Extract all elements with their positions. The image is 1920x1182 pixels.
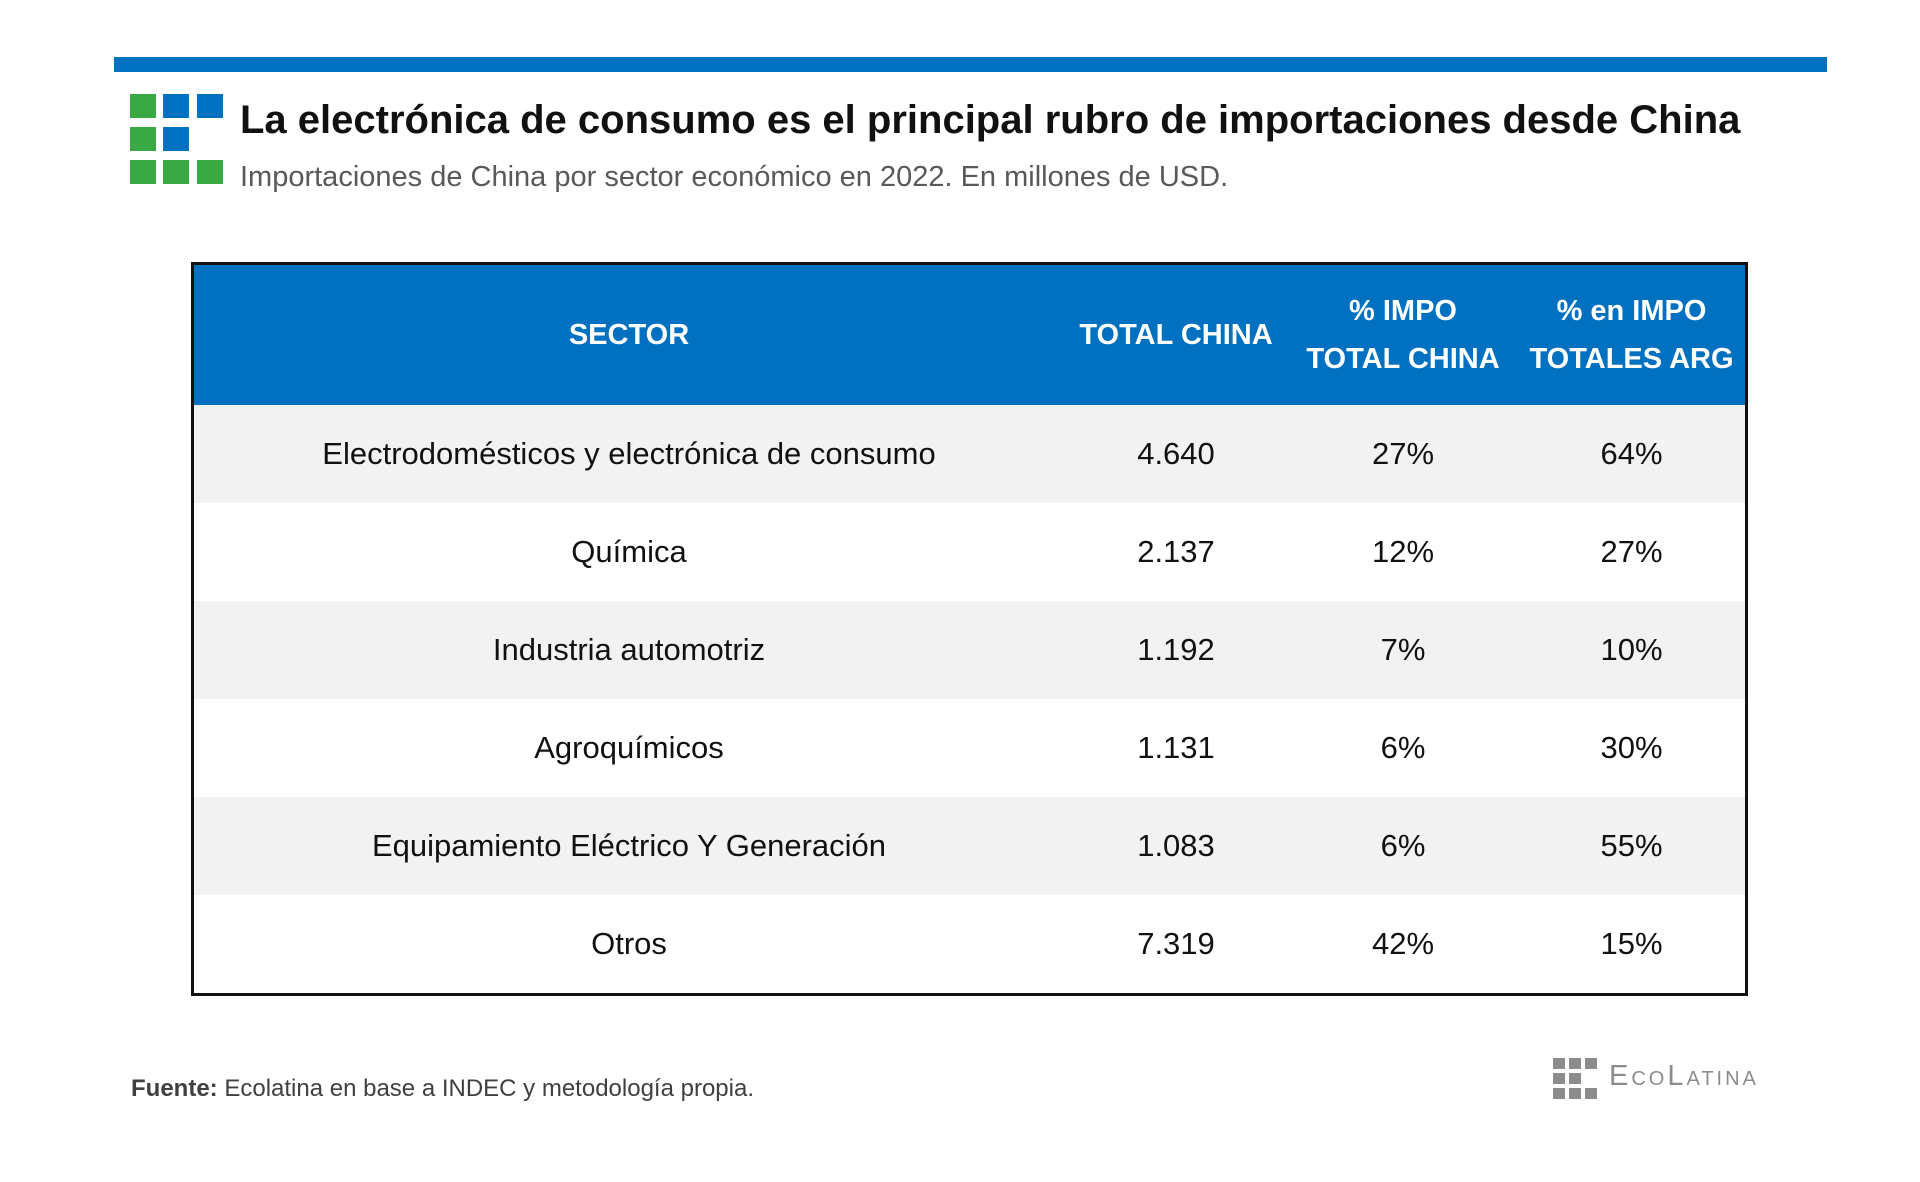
cell-impo-total-china: 42% xyxy=(1371,926,1435,961)
cell-impo-totales-arg: 64% xyxy=(1600,436,1663,471)
cell-sector: Equipamiento Eléctrico Y Generación xyxy=(371,828,887,863)
cell-impo-total-china: 7% xyxy=(1380,632,1426,667)
cell-total-china: 7.319 xyxy=(1137,926,1215,961)
source-text: Ecolatina en base a INDEC y metodología … xyxy=(217,1075,754,1102)
cell-total-china: 4.640 xyxy=(1137,436,1215,471)
cell-impo-totales-arg: 15% xyxy=(1600,926,1663,961)
cell-impo-totales-arg: 55% xyxy=(1600,828,1663,863)
table-row: Equipamiento Eléctrico Y Generación 1.08… xyxy=(194,797,1745,895)
cell-total-china: 1.083 xyxy=(1137,828,1215,863)
table-row: Electrodomésticos y electrónica de consu… xyxy=(194,405,1745,503)
brand-logo: EcoLatina xyxy=(1553,1056,1813,1102)
cell-sector: Química xyxy=(571,534,687,569)
table-header: SECTOR TOTAL CHINA % IMPO TOTAL CHINA % … xyxy=(194,265,1745,405)
source-label: Fuente: xyxy=(131,1075,218,1102)
cell-sector: Electrodomésticos y electrónica de consu… xyxy=(322,436,936,471)
brand-grid-icon xyxy=(1553,1058,1597,1100)
column-header-impo-totales-arg: % en IMPO TOTALES ARG xyxy=(1529,295,1734,375)
logo-grid-icon xyxy=(130,94,223,184)
table-row: Industria automotriz 1.192 7% 10% xyxy=(194,601,1745,699)
cell-impo-total-china: 27% xyxy=(1371,436,1435,471)
cell-impo-totales-arg: 10% xyxy=(1600,632,1663,667)
brand-name: EcoLatina xyxy=(1609,1060,1759,1092)
chart-subtitle: Importaciones de China por sector económ… xyxy=(240,161,1229,193)
chart-title: La electrónica de consumo es el principa… xyxy=(240,98,1741,142)
cell-impo-totales-arg: 27% xyxy=(1600,534,1663,569)
table-body: Electrodomésticos y electrónica de consu… xyxy=(194,405,1745,993)
column-header-sector: SECTOR xyxy=(568,319,690,351)
cell-sector: Agroquímicos xyxy=(534,730,724,765)
table-row: Otros 7.319 42% 15% xyxy=(194,895,1745,993)
data-table: SECTOR TOTAL CHINA % IMPO TOTAL CHINA % … xyxy=(191,262,1748,996)
cell-impo-total-china: 6% xyxy=(1380,828,1426,863)
cell-total-china: 1.192 xyxy=(1137,632,1215,667)
cell-total-china: 2.137 xyxy=(1137,534,1215,569)
cell-total-china: 1.131 xyxy=(1137,730,1215,765)
cell-impo-total-china: 12% xyxy=(1371,534,1435,569)
cell-impo-total-china: 6% xyxy=(1380,730,1426,765)
cell-sector: Industria automotriz xyxy=(492,632,766,667)
source-note: Fuente: Ecolatina en base a INDEC y meto… xyxy=(131,1075,754,1103)
column-header-impo-total-china: % IMPO TOTAL CHINA xyxy=(1306,295,1500,375)
top-accent-bar xyxy=(114,57,1827,72)
column-header-total-china: TOTAL CHINA xyxy=(1079,319,1273,351)
table-row: Química 2.137 12% 27% xyxy=(194,503,1745,601)
table-row: Agroquímicos 1.131 6% 30% xyxy=(194,699,1745,797)
cell-impo-totales-arg: 30% xyxy=(1600,730,1663,765)
cell-sector: Otros xyxy=(591,926,667,961)
